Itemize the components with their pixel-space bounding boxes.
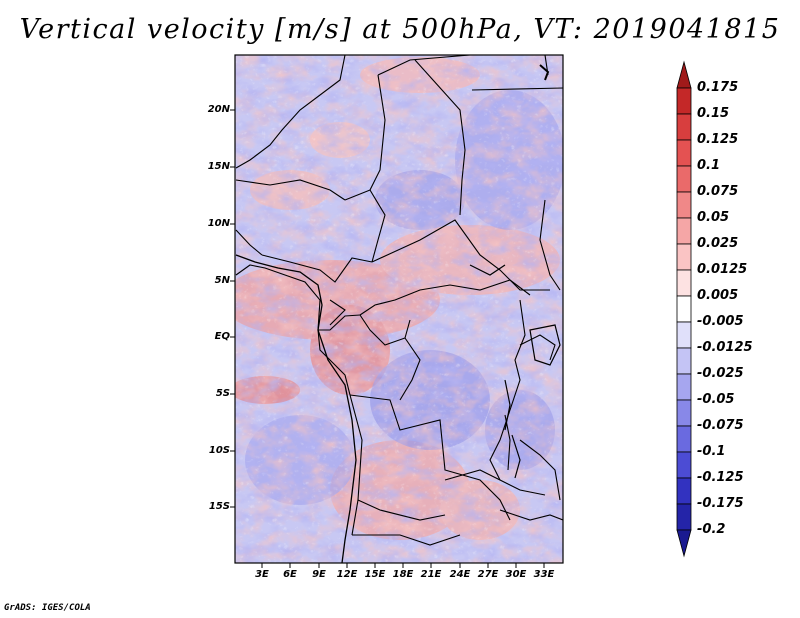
colorbar-segment: [676, 217, 692, 245]
lat-label-5s: 5S: [215, 388, 230, 399]
lat-label-10s: 10S: [208, 445, 230, 456]
lakes: [469, 264, 561, 479]
colorbar-segment: [676, 529, 692, 558]
colorbar-label: 0.0125: [697, 262, 748, 277]
colorbar-segment: [676, 425, 692, 453]
colorbar: [676, 60, 692, 558]
colorbar-segment: [676, 87, 692, 115]
lat-label-15n: 15N: [207, 161, 230, 172]
colorbar-label: -0.05: [697, 392, 735, 407]
colorbar-label: -0.025: [697, 366, 744, 381]
colorbar-label: 0.175: [697, 80, 739, 95]
colorbar-label: 0.1: [697, 158, 721, 173]
colorbar-segment: [676, 191, 692, 219]
colorbar-segment: [676, 60, 692, 89]
colorbar-label: -0.005: [697, 314, 744, 329]
lat-label-eq: EQ: [214, 331, 230, 342]
colorbar-label: -0.1: [697, 444, 726, 459]
lon-label-6e: 6E: [283, 569, 297, 580]
colorbar-segment: [676, 165, 692, 193]
colorbar-label: 0.025: [697, 236, 739, 251]
lon-label-33e: 33E: [533, 569, 555, 580]
colorbar-label: -0.0125: [697, 340, 753, 355]
colorbar-segment: [676, 451, 692, 479]
colorbar-label: 0.075: [697, 184, 739, 199]
colorbar-label: -0.075: [697, 418, 744, 433]
map-frame: [234, 54, 564, 564]
vertical-velocity-field: [235, 55, 563, 563]
latitude-ticks: [230, 109, 235, 508]
colorbar-segment: [676, 243, 692, 271]
colorbar-segment: [676, 347, 692, 375]
colorbar-segment: [676, 373, 692, 401]
footer-credit: GrADS: IGES/COLA: [4, 603, 91, 613]
lat-label-5n: 5N: [214, 275, 230, 286]
colorbar-segment: [676, 269, 692, 297]
lon-label-3e: 3E: [255, 569, 269, 580]
lat-label-20n: 20N: [207, 104, 230, 115]
colorbar-label: -0.2: [697, 522, 726, 537]
lat-label-15s: 15S: [208, 501, 230, 512]
colorbar-label: 0.05: [697, 210, 730, 225]
colorbar-label: -0.175: [697, 496, 744, 511]
lat-label-10n: 10N: [207, 218, 230, 229]
colorbar-segment: [676, 503, 692, 531]
colorbar-segment: [676, 321, 692, 349]
colorbar-label: 0.125: [697, 132, 739, 147]
colorbar-label: 0.005: [697, 288, 739, 303]
lon-label-9e: 9E: [312, 569, 326, 580]
chart-title: Vertical velocity [m/s] at 500hPa, VT: 2…: [19, 14, 781, 45]
lon-label-12e: 12E: [336, 569, 358, 580]
colorbar-segment: [676, 139, 692, 167]
colorbar-segment: [676, 113, 692, 141]
colorbar-label: 0.15: [697, 106, 730, 121]
lon-label-30e: 30E: [505, 569, 527, 580]
colorbar-segment: [676, 477, 692, 505]
white-contour-layer: [235, 55, 563, 563]
longitude-ticks: [261, 563, 545, 568]
colorbar-segment: [676, 295, 692, 323]
lon-label-21e: 21E: [420, 569, 442, 580]
red-sea-coast: [539, 64, 550, 81]
coastline: [235, 254, 357, 563]
colorbar-segment: [676, 399, 692, 427]
lon-label-27e: 27E: [477, 569, 499, 580]
lon-label-24e: 24E: [449, 569, 471, 580]
lon-label-15e: 15E: [364, 569, 386, 580]
country-borders: [235, 55, 563, 546]
lon-label-18e: 18E: [392, 569, 414, 580]
colorbar-label: -0.125: [697, 470, 744, 485]
